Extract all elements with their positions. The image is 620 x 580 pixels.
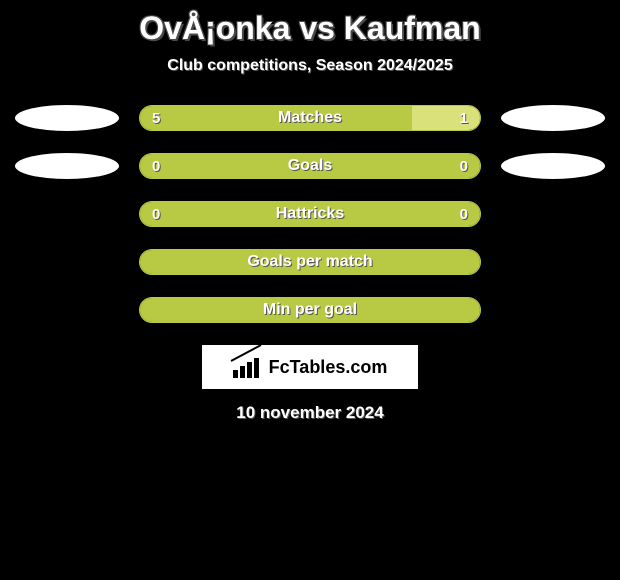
right-ellipse (501, 105, 605, 131)
stat-bar: Goals per match (139, 249, 481, 275)
bar-left-segment (140, 298, 480, 322)
right-value: 0 (448, 206, 480, 223)
stat-bar: Min per goal (139, 297, 481, 323)
logo-chart-icon (233, 356, 263, 378)
subtitle: Club competitions, Season 2024/2025 (0, 57, 620, 75)
left-value: 0 (140, 158, 172, 175)
stat-bar: 00Goals (139, 153, 481, 179)
stat-row: 00Hattricks (0, 201, 620, 227)
bar-right-segment: 1 (412, 106, 480, 130)
left-value: 0 (140, 206, 172, 223)
bar-left-segment: 0 (140, 154, 480, 178)
left-ellipse (15, 105, 119, 131)
right-value: 1 (448, 110, 480, 127)
stats-section: 51Matches00Goals00HattricksGoals per mat… (0, 105, 620, 323)
right-ellipse (501, 153, 605, 179)
left-ellipse (15, 153, 119, 179)
stat-row: Goals per match (0, 249, 620, 275)
date-label: 10 november 2024 (0, 403, 620, 423)
stat-row: 51Matches (0, 105, 620, 131)
bar-left-segment: 0 (140, 202, 480, 226)
right-value: 0 (448, 158, 480, 175)
left-value: 5 (140, 110, 172, 127)
stat-bar: 00Hattricks (139, 201, 481, 227)
comparison-widget: OvÅ¡onka vs Kaufman Club competitions, S… (0, 0, 620, 423)
bar-left-segment: 5 (140, 106, 412, 130)
logo-box[interactable]: FcTables.com (202, 345, 418, 389)
bar-left-segment (140, 250, 480, 274)
stat-bar: 51Matches (139, 105, 481, 131)
stat-row: Min per goal (0, 297, 620, 323)
page-title: OvÅ¡onka vs Kaufman (0, 10, 620, 47)
logo-text: FcTables.com (269, 357, 388, 378)
stat-row: 00Goals (0, 153, 620, 179)
